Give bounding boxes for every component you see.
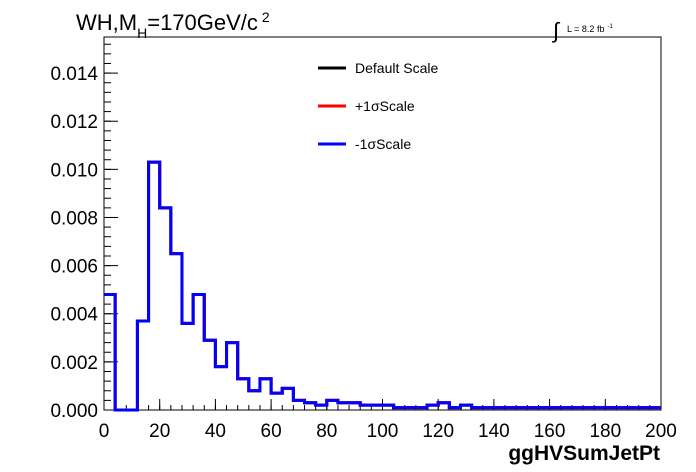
title-rest: =170GeV/c <box>147 10 258 35</box>
x-tick-label: 120 <box>422 421 454 442</box>
lumi-annotation: ∫ L = 8.2 fb -1 <box>551 18 613 43</box>
x-tick-label: 20 <box>149 421 170 442</box>
title-main: WH,M <box>76 10 137 35</box>
y-tick-label: 0.000 <box>50 401 98 422</box>
lumi-superscript: -1 <box>607 24 613 30</box>
lumi-text: L = 8.2 fb -1 <box>567 24 613 34</box>
x-tick-label: 180 <box>589 421 621 442</box>
y-tick-label: 0.008 <box>50 208 98 229</box>
y-tick-label: 0.004 <box>50 305 98 326</box>
y-tick-label: 0.010 <box>50 160 98 181</box>
legend-label: +1σScale <box>355 98 415 114</box>
x-axis-label: ggHVSumJetPt <box>508 442 660 465</box>
y-tick-label: 0.012 <box>50 112 98 133</box>
x-tick-label: 100 <box>367 421 399 442</box>
legend-label: -1σScale <box>355 136 411 152</box>
y-axis: 0.000 0.002 0.004 0.006 0.008 0.010 0.012 0.014 <box>50 43 118 422</box>
y-tick-label: 0.006 <box>50 257 98 278</box>
x-tick-label: 0 <box>99 421 110 442</box>
y-tick-label: 0.014 <box>50 64 98 85</box>
x-tick-label: 140 <box>478 421 510 442</box>
lumi-label: L = 8.2 fb <box>567 24 604 34</box>
title-subscript: H <box>137 25 147 41</box>
x-tick-label: 60 <box>261 421 282 442</box>
series-layer <box>104 160 661 412</box>
legend-label: Default Scale <box>355 60 438 76</box>
x-tick-label: 40 <box>205 421 226 442</box>
x-tick-label: 200 <box>645 421 677 442</box>
y-tick-label: 0.002 <box>50 353 98 374</box>
legend: Default Scale +1σScale -1σScale <box>318 60 438 152</box>
series-line-2 <box>104 160 661 412</box>
x-tick-label: 160 <box>534 421 566 442</box>
x-tick-label: 80 <box>316 421 337 442</box>
title-superscript: 2 <box>262 9 270 25</box>
integral-symbol: ∫ <box>551 18 561 43</box>
chart-title: WH,MH=170GeV/c 2 <box>76 9 270 41</box>
